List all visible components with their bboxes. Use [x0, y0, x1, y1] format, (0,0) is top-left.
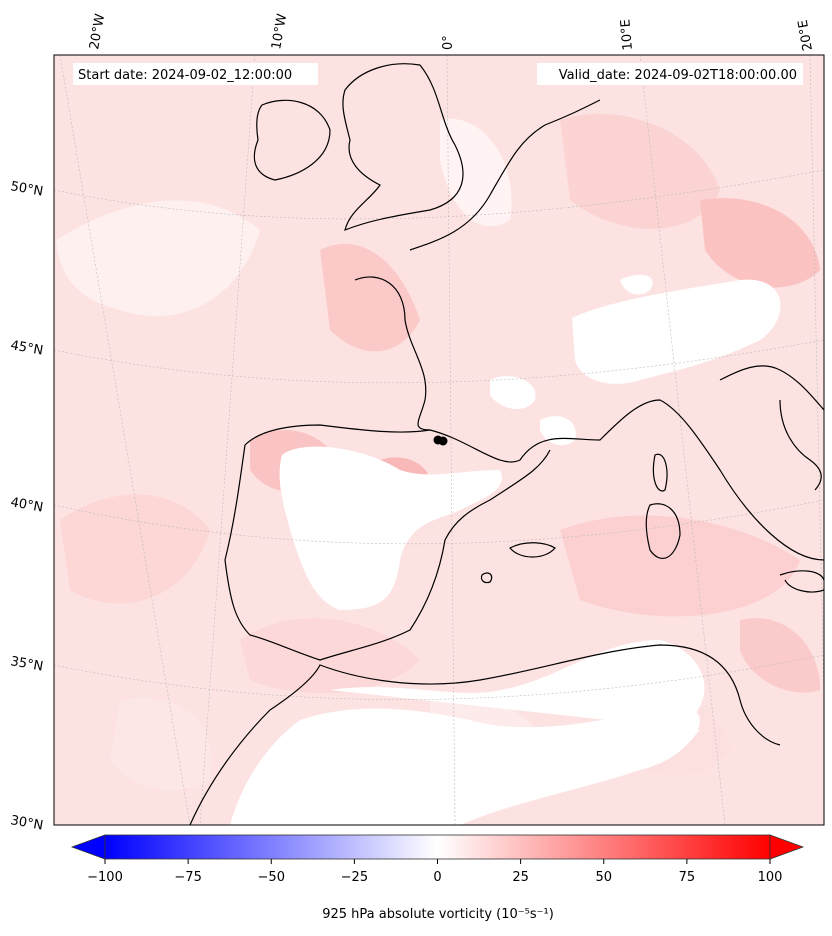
storm-center-marker	[433, 435, 448, 446]
colorbar-tick-label: 75	[679, 870, 696, 885]
colorbar-ticks: −100 −75 −50 −25 0 25 50 75 100	[87, 859, 782, 885]
lon-label: 0°	[441, 35, 456, 50]
start-date-box	[73, 63, 318, 85]
latitude-labels: 50°N 45°N 40°N 35°N 30°N	[9, 179, 44, 833]
colorbar-tick-label: 100	[758, 870, 783, 885]
colorbar-tick-label: 25	[512, 870, 529, 885]
lon-label: 20°E	[796, 19, 816, 52]
lat-label: 50°N	[9, 179, 44, 199]
colorbar-body	[104, 834, 771, 860]
lon-label: 20°W	[87, 13, 108, 51]
colorbar-tick-label: 50	[595, 870, 612, 885]
colorbar-tick-label: −50	[258, 870, 285, 885]
lat-label: 30°N	[9, 813, 44, 833]
lat-label: 40°N	[9, 495, 44, 515]
colorbar-tick-label: −100	[87, 870, 123, 885]
coastlines	[189, 63, 824, 825]
colorbar-extend-left	[70, 834, 106, 860]
lat-label: 35°N	[9, 654, 44, 674]
map-frame	[53, 54, 825, 826]
colorbar-tick-label: −75	[174, 870, 201, 885]
colorbar-title: 925 hPa absolute vorticity (10⁻⁵s⁻¹)	[322, 907, 554, 922]
graticule	[54, 55, 824, 825]
valid-date-label: Valid_date: 2024-09-02T18:00:00.00	[559, 68, 797, 83]
map-panel	[54, 55, 824, 825]
colorbar-title-text: 925 hPa absolute vorticity	[322, 907, 492, 922]
colorbar-extend-right	[769, 834, 805, 860]
colorbar-tick-label: 0	[433, 870, 441, 885]
masked-regions	[230, 274, 781, 825]
start-date-label: Start date: 2024-09-02_12:00:00	[78, 68, 292, 83]
colorbar-tick-label: −25	[341, 870, 368, 885]
vorticity-field	[56, 113, 820, 791]
lon-label: 10°W	[269, 13, 290, 51]
lat-label: 45°N	[9, 338, 44, 358]
colorbar-units: (10⁻⁵s⁻¹)	[496, 907, 554, 922]
longitude-labels: 20°W 10°W 0° 10°E 20°E	[87, 13, 816, 52]
valid-date-box	[537, 63, 803, 85]
colorbar: −100 −75 −50 −25 0 25 50 75 100 925 hPa absolute…	[70, 834, 805, 922]
lon-label: 10°E	[618, 19, 636, 51]
